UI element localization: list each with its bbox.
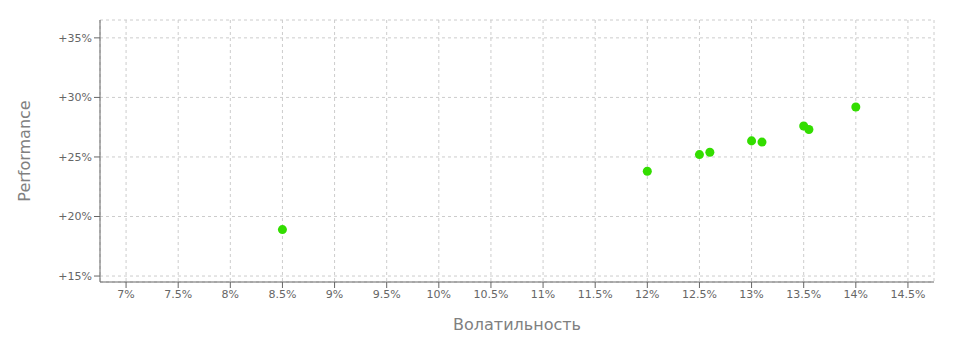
svg-text:13.5%: 13.5% bbox=[786, 288, 821, 301]
svg-text:+30%: +30% bbox=[58, 91, 92, 104]
svg-text:Волатильность: Волатильность bbox=[453, 315, 581, 334]
svg-text:+25%: +25% bbox=[58, 151, 92, 164]
svg-text:10%: 10% bbox=[427, 288, 451, 301]
svg-text:10.5%: 10.5% bbox=[473, 288, 508, 301]
svg-text:7%: 7% bbox=[117, 288, 134, 301]
svg-text:12.5%: 12.5% bbox=[682, 288, 717, 301]
svg-text:8.5%: 8.5% bbox=[268, 288, 296, 301]
svg-text:9%: 9% bbox=[326, 288, 343, 301]
svg-text:12%: 12% bbox=[635, 288, 659, 301]
svg-text:8%: 8% bbox=[222, 288, 239, 301]
svg-text:+20%: +20% bbox=[58, 210, 92, 223]
svg-text:14%: 14% bbox=[844, 288, 868, 301]
svg-text:11%: 11% bbox=[531, 288, 555, 301]
svg-text:9.5%: 9.5% bbox=[373, 288, 401, 301]
svg-text:Performance: Performance bbox=[15, 100, 34, 201]
svg-text:11.5%: 11.5% bbox=[578, 288, 613, 301]
svg-text:14.5%: 14.5% bbox=[890, 288, 925, 301]
svg-text:13%: 13% bbox=[739, 288, 763, 301]
svg-text:7.5%: 7.5% bbox=[164, 288, 192, 301]
svg-text:+15%: +15% bbox=[58, 270, 92, 283]
svg-text:+35%: +35% bbox=[58, 32, 92, 45]
